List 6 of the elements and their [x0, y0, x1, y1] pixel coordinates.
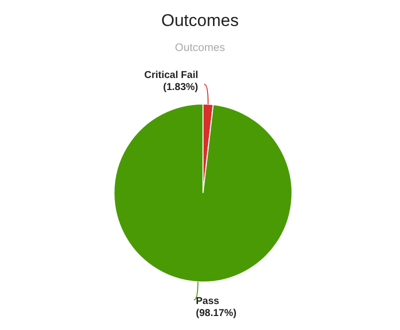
chart-subtitle: Outcomes — [174, 42, 226, 54]
data-label: (98.17%) — [196, 308, 236, 319]
data-label: (1.83%) — [163, 82, 198, 94]
slice-label: Critical Fail — [144, 70, 198, 82]
slice-label: Pass — [196, 296, 220, 307]
chart-title: Outcomes — [161, 11, 239, 30]
